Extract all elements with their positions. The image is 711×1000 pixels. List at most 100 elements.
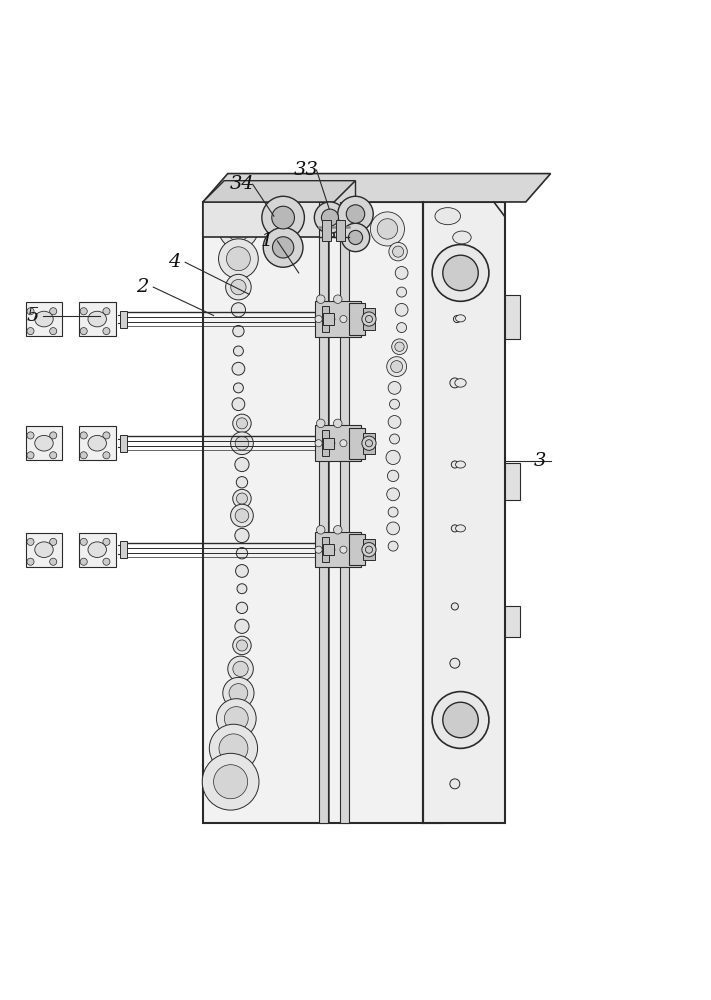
Circle shape — [27, 308, 34, 315]
Circle shape — [315, 440, 322, 447]
Circle shape — [225, 707, 248, 730]
Circle shape — [397, 287, 407, 297]
Circle shape — [333, 526, 342, 534]
Bar — [26, 533, 63, 567]
Bar — [363, 539, 375, 560]
Circle shape — [232, 398, 245, 411]
Ellipse shape — [35, 542, 53, 557]
Polygon shape — [203, 181, 356, 202]
Circle shape — [103, 538, 110, 545]
Circle shape — [392, 339, 407, 355]
Bar — [505, 295, 520, 339]
Bar — [79, 426, 116, 460]
Circle shape — [392, 246, 404, 257]
Circle shape — [365, 316, 373, 323]
Circle shape — [346, 205, 365, 223]
Circle shape — [80, 452, 87, 459]
Bar — [340, 202, 349, 823]
Circle shape — [365, 440, 373, 447]
Circle shape — [235, 619, 249, 633]
Circle shape — [348, 230, 363, 245]
Bar — [336, 220, 345, 241]
Circle shape — [103, 432, 110, 439]
Circle shape — [451, 603, 459, 610]
Circle shape — [50, 558, 57, 565]
Circle shape — [235, 457, 249, 472]
Circle shape — [218, 239, 258, 279]
Circle shape — [103, 558, 110, 565]
Bar — [349, 534, 365, 565]
Circle shape — [235, 528, 249, 543]
Circle shape — [387, 470, 399, 482]
Circle shape — [395, 303, 408, 316]
Circle shape — [103, 452, 110, 459]
Circle shape — [450, 779, 460, 789]
Circle shape — [237, 640, 247, 651]
Circle shape — [272, 237, 294, 258]
Circle shape — [454, 316, 461, 323]
Circle shape — [27, 538, 34, 545]
Circle shape — [233, 661, 248, 677]
Circle shape — [316, 295, 325, 303]
Circle shape — [432, 692, 489, 748]
Bar — [505, 606, 520, 637]
Circle shape — [232, 362, 245, 375]
Circle shape — [450, 378, 460, 388]
Circle shape — [235, 565, 248, 577]
Ellipse shape — [454, 257, 467, 267]
Bar — [79, 533, 116, 567]
Circle shape — [216, 699, 256, 738]
Circle shape — [80, 308, 87, 315]
Circle shape — [387, 357, 407, 377]
Circle shape — [236, 602, 247, 614]
Circle shape — [333, 419, 342, 428]
Circle shape — [328, 546, 335, 553]
Bar — [79, 302, 116, 336]
Bar — [505, 463, 520, 500]
Circle shape — [237, 493, 247, 504]
Circle shape — [432, 245, 489, 301]
Circle shape — [362, 436, 376, 450]
Polygon shape — [203, 174, 550, 202]
Circle shape — [223, 677, 254, 709]
Circle shape — [388, 416, 401, 428]
Circle shape — [389, 242, 407, 261]
Circle shape — [340, 440, 347, 447]
Circle shape — [315, 546, 322, 553]
Bar — [323, 438, 334, 449]
Circle shape — [341, 223, 370, 252]
Circle shape — [235, 509, 249, 522]
Circle shape — [321, 209, 338, 226]
Circle shape — [340, 316, 347, 323]
Bar — [349, 303, 365, 335]
Circle shape — [443, 255, 479, 291]
Circle shape — [103, 308, 110, 315]
Circle shape — [103, 328, 110, 335]
Circle shape — [80, 432, 87, 439]
Circle shape — [237, 584, 247, 594]
Circle shape — [362, 312, 376, 326]
Text: 1: 1 — [261, 232, 273, 250]
Circle shape — [362, 543, 376, 557]
Ellipse shape — [453, 231, 471, 244]
Circle shape — [333, 295, 342, 303]
Bar — [322, 220, 331, 241]
Circle shape — [328, 316, 335, 323]
Circle shape — [27, 432, 34, 439]
Circle shape — [388, 541, 398, 551]
Circle shape — [235, 436, 249, 450]
Bar — [319, 202, 328, 823]
Circle shape — [230, 432, 253, 455]
Bar — [120, 311, 127, 328]
Circle shape — [219, 734, 248, 763]
Circle shape — [316, 526, 325, 534]
Circle shape — [388, 381, 401, 394]
Circle shape — [213, 765, 247, 799]
Circle shape — [391, 361, 402, 373]
Circle shape — [225, 274, 251, 300]
Circle shape — [232, 414, 251, 433]
Circle shape — [263, 228, 303, 267]
Bar — [322, 537, 329, 562]
Circle shape — [209, 724, 257, 772]
Circle shape — [388, 507, 398, 517]
